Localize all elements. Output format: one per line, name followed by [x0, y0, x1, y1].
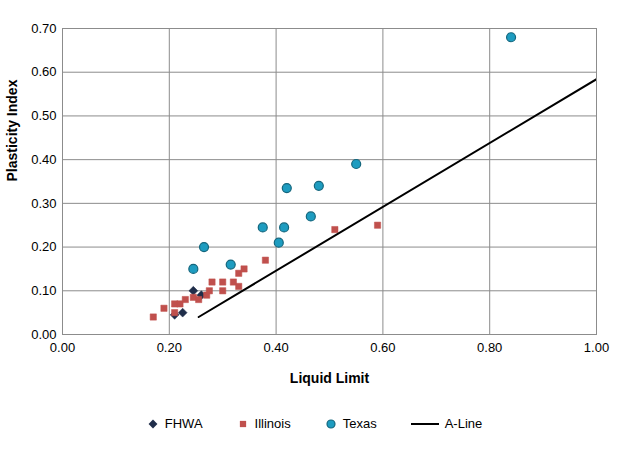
svg-text:1.00: 1.00 [584, 340, 609, 355]
svg-text:0.20: 0.20 [31, 239, 56, 254]
html-text:A-Line: A-Line [444, 416, 483, 431]
svg-text:0.00: 0.00 [50, 340, 75, 355]
svg-text:0.60: 0.60 [370, 340, 395, 355]
svg-text:0.80: 0.80 [477, 340, 502, 355]
html-text:Texas: Texas [342, 416, 377, 431]
svg-text:0.10: 0.10 [31, 283, 56, 298]
svg-text:0.60: 0.60 [31, 64, 56, 79]
svg-text:0.20: 0.20 [157, 340, 182, 355]
svg-text:0.50: 0.50 [31, 108, 56, 123]
svg-text:0.40: 0.40 [263, 340, 288, 355]
svg-text:Liquid Limit: Liquid Limit [290, 370, 370, 386]
svg-text:0.70: 0.70 [31, 21, 56, 36]
svg-text:0.00: 0.00 [31, 327, 56, 342]
svg-text:Plasticity Index: Plasticity Index [4, 79, 20, 181]
svg-text:0.30: 0.30 [31, 196, 56, 211]
svg-text:0.40: 0.40 [31, 152, 56, 167]
html-text:Illinois: Illinois [254, 416, 291, 431]
html-text:FHWA: FHWA [164, 416, 203, 431]
